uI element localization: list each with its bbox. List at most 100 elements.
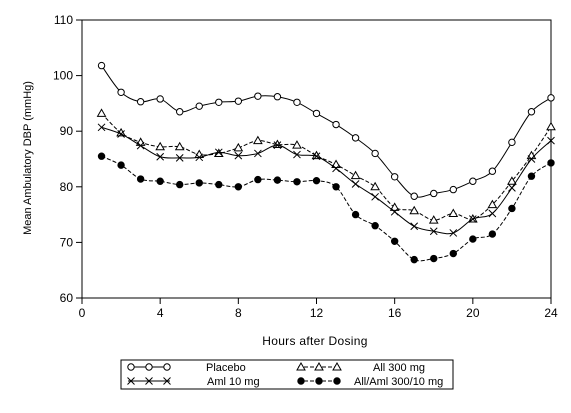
data-point	[390, 207, 399, 216]
series-line-all-aml-300-10-mg	[101, 155, 552, 262]
data-point	[410, 255, 418, 264]
data-point	[508, 138, 516, 147]
x-tick-label: 0	[79, 306, 86, 320]
data-point	[410, 222, 419, 231]
data-point	[136, 141, 145, 150]
data-point	[254, 175, 262, 184]
y-tick-label: 110	[54, 13, 73, 27]
data-point	[293, 150, 301, 159]
y-tick-label: 80	[60, 180, 74, 194]
y-tick-label: 100	[53, 69, 73, 83]
data-point	[273, 141, 282, 149]
data-point	[371, 222, 379, 230]
legend-marker	[163, 363, 171, 371]
legend-item-all-aml-300-10-mg: All/Aml 300/10 mg	[297, 376, 443, 388]
legend-marker	[333, 377, 341, 385]
x-tick-label: 16	[388, 306, 402, 320]
data-point	[449, 249, 457, 258]
data-point	[448, 208, 459, 217]
data-point	[234, 151, 243, 160]
x-tick-label: 24	[544, 306, 558, 320]
series-aml-10-mg	[97, 123, 555, 237]
data-point	[527, 108, 536, 116]
data-point	[117, 161, 125, 169]
data-point	[488, 209, 497, 218]
data-point	[175, 154, 184, 162]
data-point	[96, 108, 107, 117]
data-point	[117, 130, 125, 138]
x-tick-label: 20	[466, 306, 480, 320]
data-point	[371, 149, 379, 158]
data-point	[97, 123, 106, 132]
data-point	[547, 94, 555, 102]
data-point	[312, 109, 321, 118]
legend-marker	[296, 361, 306, 371]
legend-marker	[314, 361, 324, 371]
data-point	[488, 167, 497, 175]
data-point	[350, 170, 361, 180]
data-point	[351, 180, 360, 188]
data-point	[370, 181, 380, 191]
data-point	[156, 95, 164, 103]
data-point	[332, 120, 340, 129]
data-point	[527, 155, 536, 163]
data-point	[487, 199, 498, 209]
data-point	[156, 152, 165, 161]
legend-label: All/Aml 300/10 mg	[354, 376, 443, 388]
legend-label: Placebo	[206, 362, 246, 374]
legend: Placebo Aml 10 mg All 300 mg All/Aml 300/10…	[120, 359, 454, 390]
legend-item-placebo: Placebo	[127, 362, 246, 374]
data-point	[488, 230, 497, 238]
data-point	[215, 180, 223, 189]
data-point	[389, 202, 400, 211]
legend-item-aml-10-mg: Aml 10 mg	[127, 376, 260, 388]
data-point	[254, 92, 262, 100]
data-point	[156, 177, 164, 185]
series-all-300-mg	[96, 108, 556, 224]
data-point	[390, 237, 399, 245]
data-point	[508, 204, 516, 213]
data-point	[293, 178, 301, 186]
data-point	[429, 227, 438, 236]
data-point	[371, 192, 379, 201]
y-tick-label: 90	[60, 124, 74, 138]
x-tick-label: 12	[310, 306, 324, 320]
legend-marker	[145, 363, 153, 371]
legend-item-all-300-mg: All 300 mg	[296, 361, 425, 374]
legend-marker	[332, 361, 342, 371]
data-point	[176, 108, 184, 116]
data-point	[410, 192, 418, 200]
data-point	[508, 184, 516, 192]
data-point	[195, 179, 203, 187]
series-placebo	[97, 61, 555, 200]
data-point	[253, 135, 263, 145]
data-point	[351, 210, 360, 219]
legend-marker	[163, 377, 171, 385]
y-tick-label: 60	[60, 291, 74, 305]
data-point	[430, 254, 438, 263]
series-layer	[96, 61, 556, 264]
legend-marker	[297, 377, 305, 385]
data-point	[97, 61, 106, 70]
data-point	[469, 235, 477, 243]
data-point	[449, 229, 458, 237]
x-tick-label: 4	[157, 306, 164, 320]
data-point	[214, 148, 223, 157]
data-point	[547, 136, 555, 145]
x-axis-label: Hours after Dosing	[262, 334, 367, 348]
legend-label: All 300 mg	[373, 362, 425, 374]
data-point	[176, 180, 184, 189]
legend-label: Aml 10 mg	[207, 376, 260, 388]
data-point	[312, 152, 321, 161]
data-point	[117, 88, 125, 96]
data-point	[312, 176, 321, 185]
data-point	[292, 140, 302, 149]
data-point	[547, 159, 555, 167]
data-point	[273, 176, 282, 184]
data-point	[136, 175, 145, 183]
legend-marker	[315, 377, 323, 385]
legend-marker	[127, 363, 135, 371]
data-point	[233, 142, 244, 152]
data-point	[195, 153, 204, 162]
